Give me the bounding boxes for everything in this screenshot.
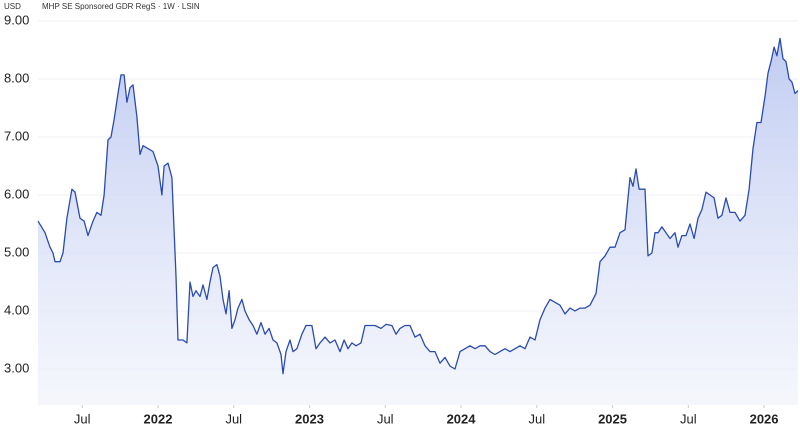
y-tick-label: 6.00 bbox=[4, 186, 29, 201]
price-line bbox=[37, 37, 799, 375]
y-tick-label: 7.00 bbox=[4, 128, 29, 143]
x-tick-label: 2024 bbox=[447, 411, 477, 426]
x-tick-label: 2026 bbox=[750, 411, 779, 426]
x-tick-label: Jul bbox=[680, 411, 697, 426]
y-axis-label: USD bbox=[4, 2, 21, 11]
axes: 3.00 4.00 5.00 6.00 7.00 8.00 9.00 Jul 2022 Jul 20… bbox=[4, 12, 779, 426]
y-tick-label: 9.00 bbox=[4, 12, 29, 27]
chart-title: MHP SE Sponsored GDR RegS · 1W · LSIN bbox=[42, 2, 200, 11]
plot bbox=[37, 37, 799, 406]
x-tick-label: Jul bbox=[74, 411, 91, 426]
x-tick-label: Jul bbox=[528, 411, 545, 426]
x-tick-label: 2022 bbox=[144, 411, 173, 426]
y-tick-label: 8.00 bbox=[4, 70, 29, 85]
x-tick-label: Jul bbox=[377, 411, 394, 426]
area bbox=[38, 38, 798, 406]
x-tick-label: 2025 bbox=[598, 411, 627, 426]
x-tick-label: Jul bbox=[225, 411, 242, 426]
x-tick-label: 2023 bbox=[295, 411, 324, 426]
y-tick-label: 5.00 bbox=[4, 244, 29, 259]
y-tick-label: 4.00 bbox=[4, 302, 29, 317]
y-tick-label: 3.00 bbox=[4, 360, 29, 375]
